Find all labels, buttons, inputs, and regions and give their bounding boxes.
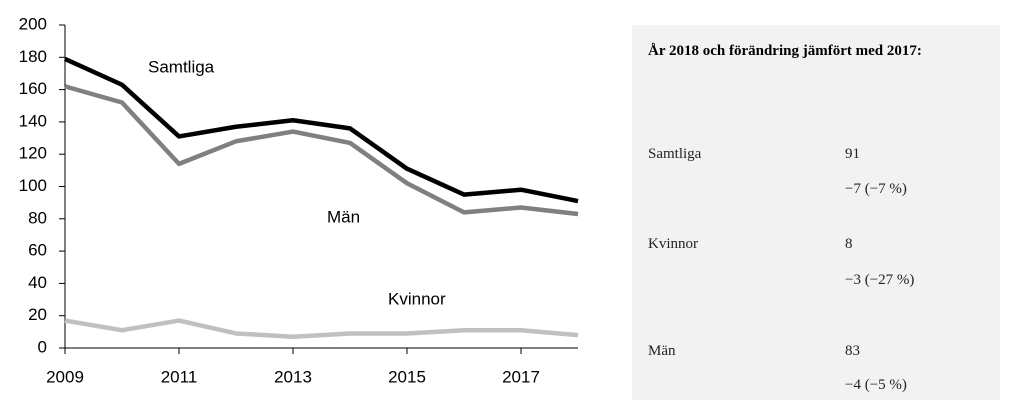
y-tick-label: 140	[19, 111, 47, 130]
series-line	[64, 318, 579, 339]
y-tick-label: 100	[19, 176, 47, 195]
x-tick-label: 2015	[388, 367, 426, 386]
panel-title: År 2018 och förändring jämfört med 2017:	[648, 43, 922, 59]
y-tick-label: 40	[28, 273, 47, 292]
x-tick-label: 2011	[161, 367, 198, 386]
x-tick-label: 2017	[502, 367, 540, 386]
series-label: Samtliga	[148, 57, 215, 76]
panel-change: −4 (−5 %)	[845, 377, 907, 393]
panel-change: −7 (−7 %)	[845, 181, 907, 197]
series-label: Män	[327, 207, 360, 226]
panel-value: 8	[845, 236, 853, 252]
y-tick-label: 20	[28, 305, 47, 324]
panel-value: 83	[845, 343, 860, 359]
panel-label: Män	[648, 343, 676, 359]
summary-panel: År 2018 och förändring jämfört med 2017:…	[632, 25, 1000, 400]
panel-change: −3 (−27 %)	[845, 272, 915, 288]
panel-label: Kvinnor	[648, 236, 698, 252]
panel-label: Samtliga	[648, 146, 702, 162]
series-line	[64, 84, 579, 217]
y-tick-label: 0	[38, 337, 47, 356]
y-tick-label: 160	[19, 79, 47, 98]
x-tick-label: 2013	[274, 367, 312, 386]
series-label: Kvinnor	[388, 289, 446, 308]
series-line	[64, 56, 579, 204]
y-tick-label: 120	[19, 144, 47, 163]
y-tick-label: 180	[19, 47, 47, 66]
y-tick-label: 200	[19, 14, 47, 33]
x-tick-label: 2009	[46, 367, 84, 386]
y-tick-label: 60	[28, 241, 47, 260]
panel-value: 91	[845, 146, 860, 162]
y-tick-label: 80	[28, 208, 47, 227]
chart: 0 20 40 60 80 100 120 140 160 180 200 2009 2011 2013 2…	[19, 14, 579, 386]
